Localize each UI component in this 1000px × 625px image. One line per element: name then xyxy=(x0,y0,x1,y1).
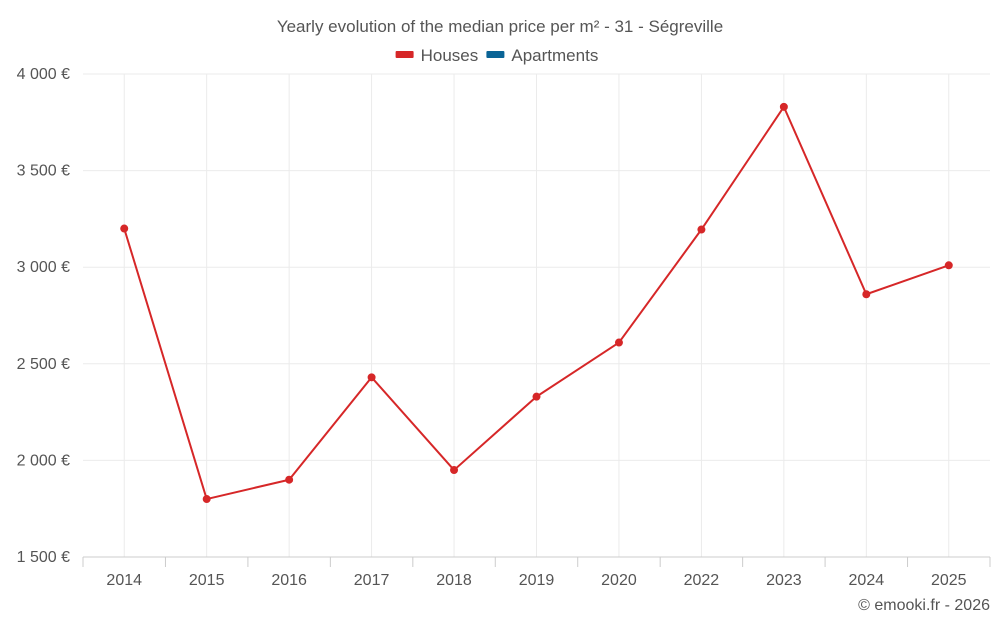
y-tick-label: 2 000 € xyxy=(17,452,70,469)
credit-text: © emooki.fr - 2026 xyxy=(858,597,990,614)
x-tick-label: 2025 xyxy=(931,572,967,589)
data-point[interactable] xyxy=(532,392,541,401)
data-point[interactable] xyxy=(779,102,788,111)
y-tick-label: 1 500 € xyxy=(17,549,70,566)
legend-swatch xyxy=(395,51,414,58)
x-tick-label: 2019 xyxy=(519,572,555,589)
legend-label: Apartments xyxy=(511,46,598,65)
y-tick-label: 2 500 € xyxy=(17,356,70,373)
data-point[interactable] xyxy=(202,495,211,504)
axes: 1 500 € 2 000 € 2 500 € 3 000 € 3 500 € 4 000… xyxy=(17,66,991,589)
y-tick-label: 3 500 € xyxy=(17,163,70,180)
x-tick-label: 2018 xyxy=(436,572,472,589)
y-tick-label: 3 000 € xyxy=(17,259,70,276)
data-point[interactable] xyxy=(614,338,623,347)
legend-label: Houses xyxy=(421,46,479,65)
legend-item-houses[interactable]: Houses xyxy=(395,46,479,65)
x-tick-label: 2014 xyxy=(106,572,142,589)
x-tick-label: 2024 xyxy=(849,572,885,589)
legend[interactable]: Houses Apartments xyxy=(395,46,599,65)
x-tick-label: 2017 xyxy=(354,572,390,589)
x-tick-label: 2022 xyxy=(684,572,720,589)
data-point[interactable] xyxy=(367,373,376,382)
chart-title: Yearly evolution of the median price per… xyxy=(277,17,723,36)
data-point[interactable] xyxy=(944,261,953,270)
grid xyxy=(83,73,990,557)
legend-swatch xyxy=(486,51,505,58)
y-tick-label: 4 000 € xyxy=(17,66,70,83)
x-tick-label: 2023 xyxy=(766,572,802,589)
data-point[interactable] xyxy=(450,466,459,475)
x-tick-label: 2015 xyxy=(189,572,225,589)
data-point[interactable] xyxy=(285,475,294,484)
legend-item-apartments[interactable]: Apartments xyxy=(486,46,598,65)
data-point[interactable] xyxy=(862,290,871,299)
data-point[interactable] xyxy=(120,224,129,233)
data-point[interactable] xyxy=(697,225,706,234)
x-tick-label: 2016 xyxy=(271,572,307,589)
x-tick-label: 2020 xyxy=(601,572,637,589)
series xyxy=(120,102,953,504)
